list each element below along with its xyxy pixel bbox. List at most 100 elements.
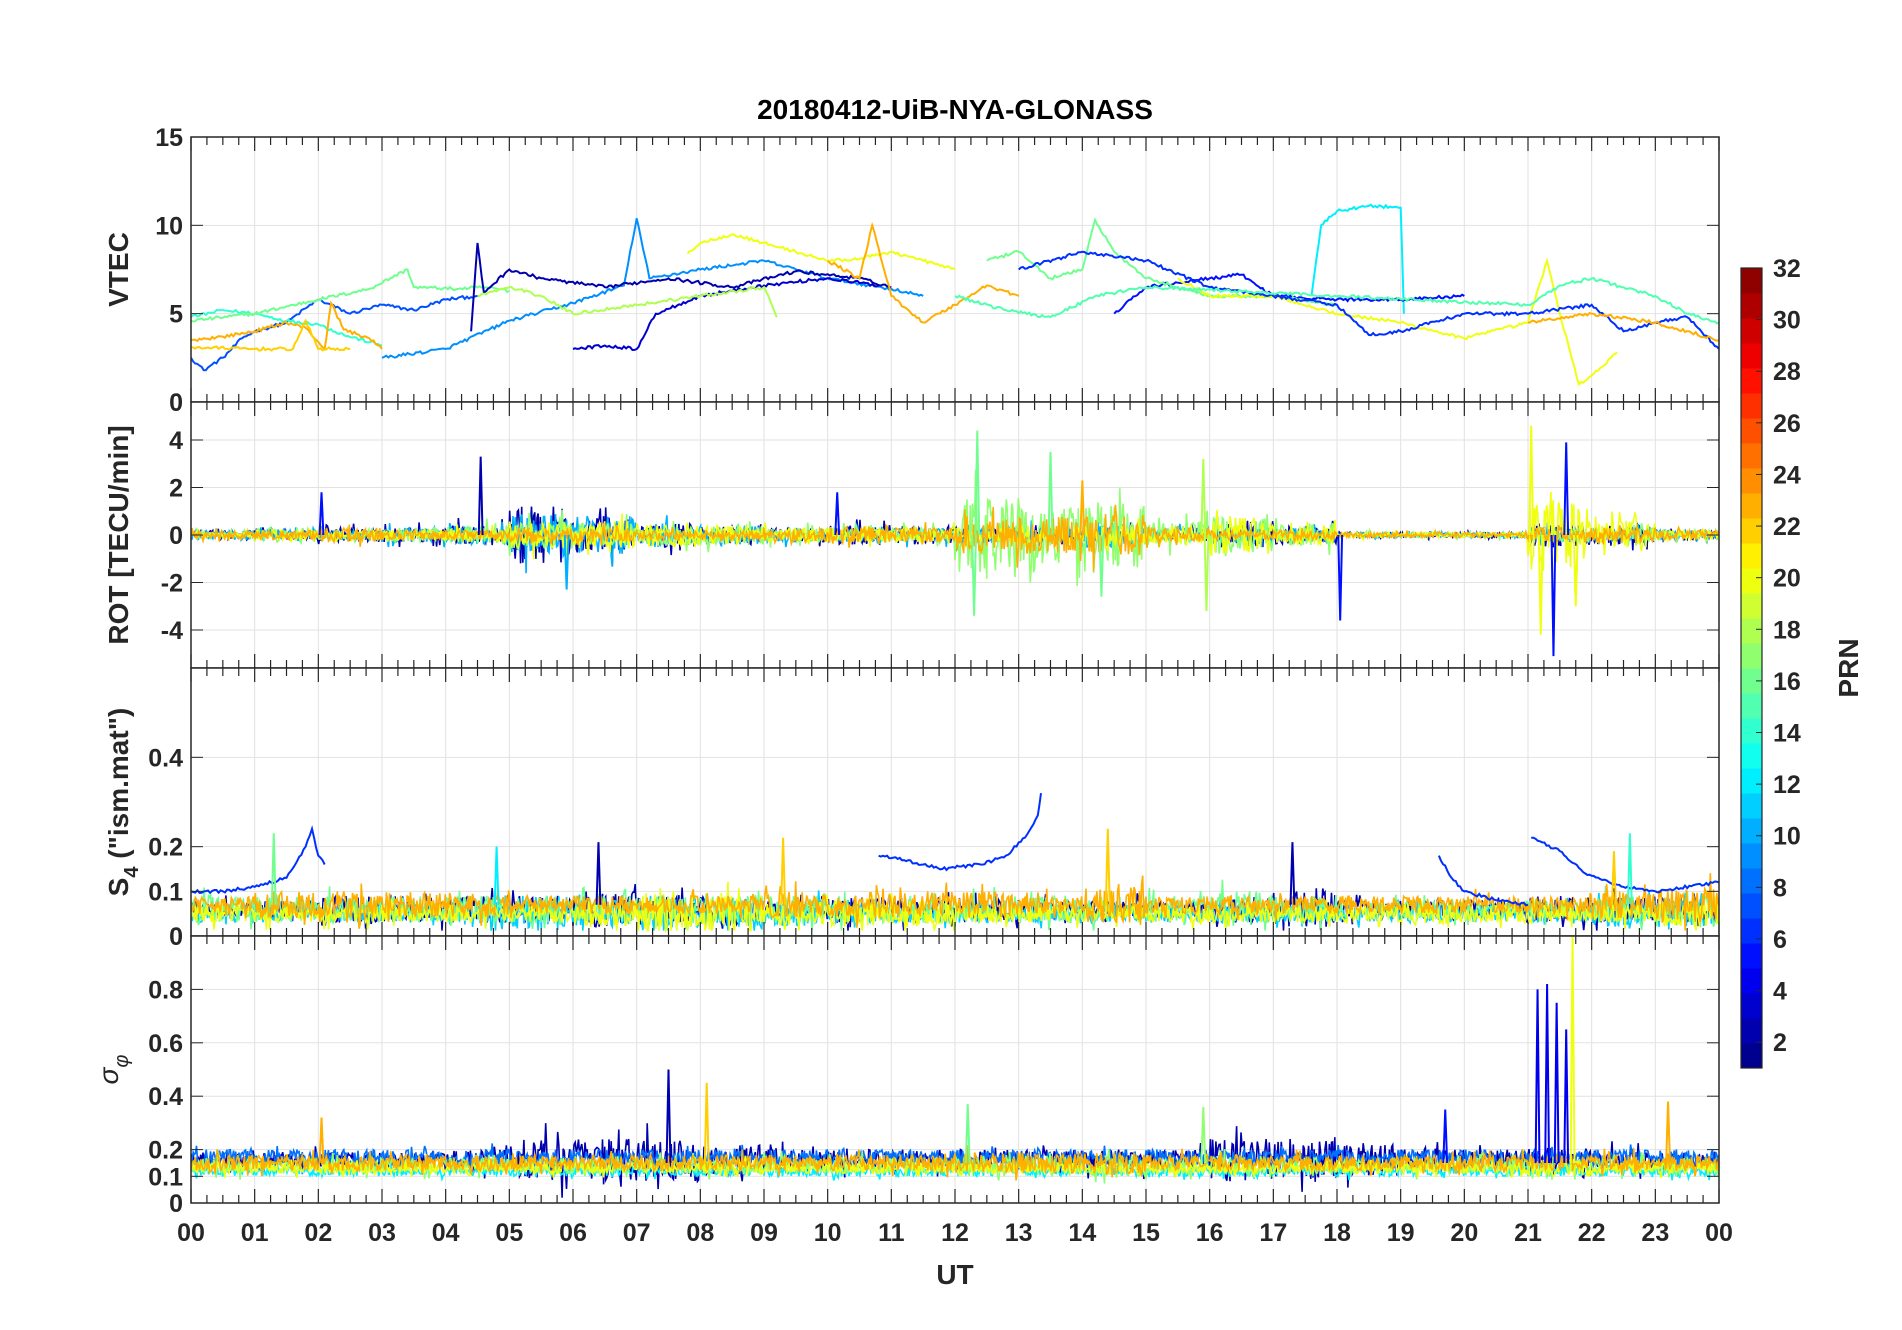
colorbar-level-4 [1741,968,1762,994]
x-tick-label: 12 [941,1219,969,1247]
x-tick-label: 16 [1196,1219,1224,1247]
spike-prn-23 [318,1117,325,1163]
colorbar-level-15 [1741,693,1762,719]
y-tick-label: 0.8 [148,976,183,1004]
x-tick-label: 07 [623,1219,651,1247]
colorbar-level-29 [1741,343,1762,369]
x-tick-label: 01 [241,1219,269,1247]
spike-prn-22 [1611,851,1617,905]
x-tick-label: 18 [1323,1219,1351,1247]
spike-prn-5 [834,492,841,536]
spike-prn-5 [1442,1109,1449,1163]
y-tick-label: 2 [169,475,183,503]
x-tick-label: 22 [1578,1219,1606,1247]
arc-prn-23 [826,221,1020,324]
arc-prn-22 [191,318,351,352]
colorbar-level-9 [1741,843,1762,869]
arc-prn-6 [1531,836,1719,894]
colorbar-level-32 [1741,268,1762,294]
colorbar-tick-label: 24 [1773,461,1801,489]
colorbar-level-17 [1741,643,1762,669]
x-tick-label: 00 [177,1219,205,1247]
arc-prn-9 [381,218,924,359]
y-tick-label: 0 [169,389,183,417]
x-axis-label: UT [936,1259,973,1290]
colorbar-level-6 [1741,918,1762,944]
y-axis-label-rot: ROT [TECU/min] [103,425,134,644]
y-tick-label: 0.2 [148,834,183,862]
colorbar-level-12 [1741,768,1762,794]
series-prn-20 [191,491,1719,593]
colorbar-level-14 [1741,718,1762,744]
y-tick-label: 5 [169,301,183,329]
arc-prn-14 [191,308,383,347]
y-tick-label: 0 [169,923,183,951]
series-prn-23 [191,873,1719,931]
spike-prn-16 [1098,534,1105,597]
y-axis-label-s4: S4 ("ism.mat") [103,708,143,897]
colorbar-tick-label: 22 [1773,513,1801,541]
spike-prn-18 [1200,458,1207,536]
spike-prn-2 [1289,842,1296,905]
x-tick-label: 15 [1132,1219,1160,1247]
y-tick-label: 0 [169,522,183,550]
spike-prn-2 [665,1069,672,1163]
x-tick-label: 05 [495,1219,523,1247]
colorbar-tick-label: 14 [1773,720,1801,748]
colorbar-level-16 [1741,668,1762,694]
colorbar-tick-label: 16 [1773,668,1801,696]
spike-prn-5 [1550,534,1557,657]
series-prn-23 [191,504,1719,572]
colorbar-tick-label: 32 [1773,255,1801,283]
x-tick-label: 11 [878,1219,905,1247]
spike-prn-2 [595,842,602,905]
colorbar-tick-label: 26 [1773,410,1801,438]
spike-prn-22 [703,1082,710,1163]
colorbar-level-10 [1741,818,1762,844]
arc-prn-6 [191,825,326,895]
colorbar-level-25 [1741,443,1762,469]
colorbar-tick-label: 6 [1773,926,1787,954]
arc-prn-18 [477,285,778,318]
colorbar-level-3 [1741,993,1762,1019]
series-group [191,936,1719,1198]
spike-prn-5 [1563,442,1570,536]
y-tick-label: -4 [161,617,183,645]
arc-prn-6 [1437,855,1529,907]
y-label-main: S [103,878,134,897]
spike-prn-20 [1569,936,1576,1163]
y-tick-label: 0.2 [148,1137,183,1165]
arc-prn-6 [1018,250,1719,350]
series-group [191,203,1719,387]
chart-title: 20180412-UiB-NYA-GLONASS [757,94,1153,125]
colorbar-tick-label: 2 [1773,1029,1787,1057]
spike-prn-5 [318,492,325,536]
colorbar-tick-label: 30 [1773,307,1801,335]
x-tick-label: 17 [1259,1219,1287,1247]
colorbar-level-1 [1741,1043,1762,1069]
colorbar-level-28 [1741,368,1762,394]
arc-prn-23 [1528,311,1719,342]
x-tick-label: 06 [559,1219,587,1247]
y-label-rest: ("ism.mat") [103,708,134,867]
y-axis-label-vtec: VTEC [103,232,134,307]
x-tick-label: 23 [1641,1219,1669,1247]
y-tick-label: 15 [155,124,183,152]
y-tick-label: 0.6 [148,1030,183,1058]
y-tick-label: 0.1 [148,1163,183,1191]
spike-prn-10 [563,534,570,590]
arc-prn-15 [954,277,1719,325]
spike-prn-20 [1572,534,1579,607]
x-axis-ticks: 00 01 02 03 04 05 06 07 08 09 10 11 12 13 14 15 16 17 18 19… [177,1219,1733,1247]
y-tick-label: 0.4 [148,744,183,772]
spike-prn-18 [1203,534,1210,612]
arc-prn-23 [191,300,383,351]
colorbar-level-24 [1741,468,1762,494]
y-axis-label-sigma: σφ [93,1055,133,1085]
colorbar-level-26 [1741,418,1762,444]
x-tick-label: 03 [368,1219,396,1247]
spike-prn-4 [1544,984,1551,1163]
x-tick-label: 13 [1005,1219,1033,1247]
spike-prn-14 [1626,833,1633,905]
